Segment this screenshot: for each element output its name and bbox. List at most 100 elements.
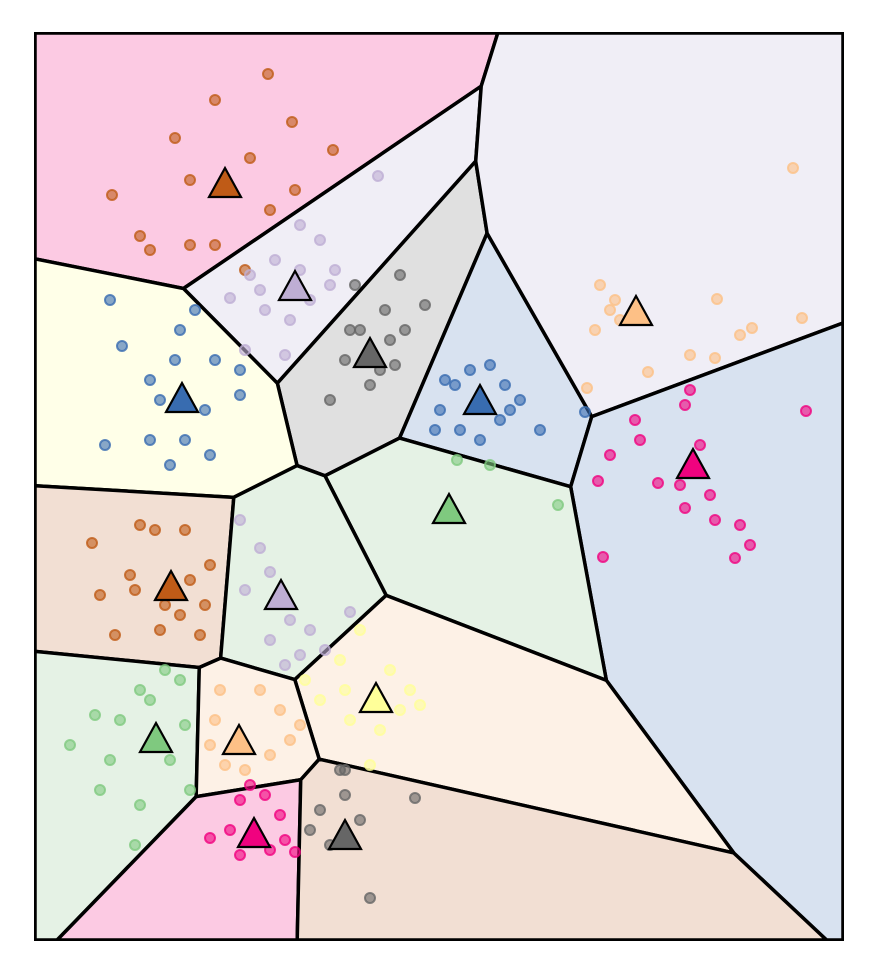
point xyxy=(179,524,191,536)
point xyxy=(254,284,266,296)
point xyxy=(262,68,274,80)
point xyxy=(204,832,216,844)
point xyxy=(116,340,128,352)
point xyxy=(409,792,421,804)
point xyxy=(89,709,101,721)
point xyxy=(209,239,221,251)
point xyxy=(364,759,376,771)
point xyxy=(159,599,171,611)
centroid-marker xyxy=(153,568,189,602)
point xyxy=(144,694,156,706)
centroid-marker xyxy=(263,577,299,611)
point xyxy=(324,394,336,406)
point xyxy=(364,379,376,391)
point xyxy=(114,714,126,726)
point xyxy=(800,405,812,417)
point xyxy=(184,174,196,186)
point xyxy=(234,849,246,861)
centroid-marker xyxy=(221,722,257,756)
point xyxy=(199,404,211,416)
point xyxy=(274,704,286,716)
centroid-marker xyxy=(618,293,654,327)
point xyxy=(604,449,616,461)
point xyxy=(592,475,604,487)
point xyxy=(319,644,331,656)
centroid-marker xyxy=(277,268,313,302)
point xyxy=(254,684,266,696)
point xyxy=(349,279,361,291)
centroid-marker xyxy=(431,491,467,525)
point xyxy=(344,714,356,726)
point xyxy=(709,352,721,364)
point xyxy=(534,424,546,436)
point xyxy=(709,514,721,526)
point xyxy=(734,329,746,341)
point xyxy=(404,684,416,696)
point xyxy=(234,389,246,401)
point xyxy=(179,719,191,731)
point xyxy=(314,804,326,816)
point xyxy=(474,434,486,446)
point xyxy=(159,664,171,676)
point xyxy=(184,239,196,251)
point xyxy=(104,294,116,306)
point xyxy=(109,629,121,641)
point xyxy=(454,424,466,436)
point xyxy=(234,794,246,806)
point xyxy=(174,324,186,336)
plot-frame xyxy=(34,32,844,941)
point xyxy=(597,551,609,563)
point xyxy=(796,312,808,324)
point xyxy=(314,234,326,246)
point xyxy=(214,684,226,696)
point xyxy=(414,699,426,711)
point xyxy=(679,399,691,411)
point xyxy=(399,324,411,336)
point xyxy=(354,324,366,336)
centroid-marker xyxy=(675,446,711,480)
point xyxy=(294,649,306,661)
point xyxy=(199,599,211,611)
point xyxy=(334,654,346,666)
point xyxy=(642,366,654,378)
point xyxy=(684,384,696,396)
centroid-marker xyxy=(358,680,394,714)
point xyxy=(374,724,386,736)
point xyxy=(259,304,271,316)
point xyxy=(279,834,291,846)
point xyxy=(134,230,146,242)
point xyxy=(604,304,616,316)
point xyxy=(134,684,146,696)
point xyxy=(299,674,311,686)
point xyxy=(289,184,301,196)
centroid-marker xyxy=(236,815,272,849)
point xyxy=(274,809,286,821)
point xyxy=(339,684,351,696)
regions xyxy=(35,33,843,940)
point xyxy=(234,514,246,526)
point xyxy=(339,789,351,801)
point xyxy=(344,606,356,618)
point xyxy=(439,374,451,386)
point xyxy=(634,434,646,446)
point xyxy=(204,739,216,751)
point xyxy=(129,839,141,851)
point xyxy=(579,406,591,418)
point xyxy=(394,269,406,281)
point xyxy=(154,624,166,636)
point xyxy=(484,459,496,471)
point xyxy=(94,784,106,796)
point xyxy=(304,824,316,836)
point xyxy=(589,324,601,336)
point xyxy=(354,814,366,826)
point xyxy=(464,364,476,376)
point xyxy=(514,394,526,406)
point xyxy=(279,659,291,671)
point xyxy=(652,477,664,489)
point xyxy=(144,244,156,256)
point xyxy=(284,314,296,326)
point xyxy=(429,424,441,436)
point xyxy=(704,489,716,501)
point xyxy=(389,359,401,371)
